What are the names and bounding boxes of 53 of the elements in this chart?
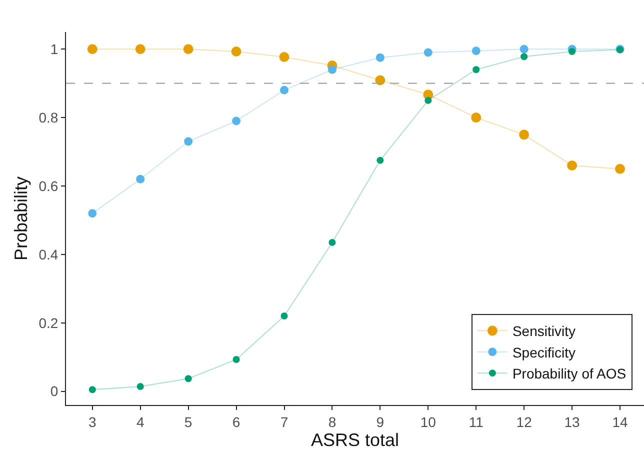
y-tick-label: 1 bbox=[50, 41, 58, 58]
point bbox=[136, 383, 144, 390]
point bbox=[520, 53, 528, 60]
x-axis-title: ASRS total bbox=[310, 430, 400, 450]
y-tick-label: 0.4 bbox=[38, 246, 58, 262]
x-tick-label: 11 bbox=[468, 414, 484, 430]
point bbox=[519, 130, 530, 140]
x-tick-label: 4 bbox=[136, 414, 144, 430]
point bbox=[232, 116, 241, 126]
point bbox=[328, 65, 336, 74]
point bbox=[472, 46, 480, 56]
x-tick-label: 8 bbox=[328, 414, 336, 430]
point bbox=[87, 44, 98, 54]
y-tick-label: 0.2 bbox=[38, 314, 58, 331]
x-tick-label: 14 bbox=[612, 414, 628, 430]
point bbox=[136, 174, 145, 184]
x-tick-label: 5 bbox=[184, 414, 192, 430]
x-tick-label: 13 bbox=[564, 414, 580, 430]
x-tick-label: 10 bbox=[420, 414, 436, 430]
point bbox=[471, 112, 482, 123]
point bbox=[280, 312, 288, 320]
point bbox=[232, 356, 240, 363]
legend-label: Probability of AOS bbox=[512, 366, 626, 382]
point bbox=[279, 52, 290, 62]
point bbox=[280, 86, 288, 94]
point bbox=[472, 66, 480, 74]
point bbox=[328, 238, 336, 246]
point bbox=[376, 156, 384, 164]
point bbox=[231, 46, 242, 57]
point bbox=[135, 44, 146, 54]
y-tick-label: 0.6 bbox=[38, 178, 58, 194]
x-tick-label: 7 bbox=[280, 414, 288, 430]
point bbox=[376, 53, 384, 62]
legend-label: Sensitivity bbox=[512, 323, 576, 340]
point bbox=[184, 375, 192, 382]
x-tick-label: 12 bbox=[516, 414, 532, 430]
point bbox=[88, 209, 97, 218]
point bbox=[183, 44, 194, 54]
point bbox=[424, 96, 432, 104]
point bbox=[568, 48, 576, 56]
point bbox=[424, 48, 432, 57]
point bbox=[615, 164, 626, 174]
x-tick-label: 9 bbox=[376, 414, 384, 430]
x-tick-label: 6 bbox=[232, 414, 240, 430]
point bbox=[520, 44, 528, 54]
point bbox=[184, 137, 193, 146]
point bbox=[567, 160, 578, 170]
y-axis-title: Probability bbox=[10, 176, 31, 261]
x-tick-label: 3 bbox=[88, 414, 96, 430]
y-tick-label: 0.8 bbox=[38, 109, 58, 126]
point bbox=[88, 386, 96, 394]
legend-label: Specificity bbox=[512, 344, 576, 360]
y-tick-label: 0 bbox=[50, 383, 58, 400]
